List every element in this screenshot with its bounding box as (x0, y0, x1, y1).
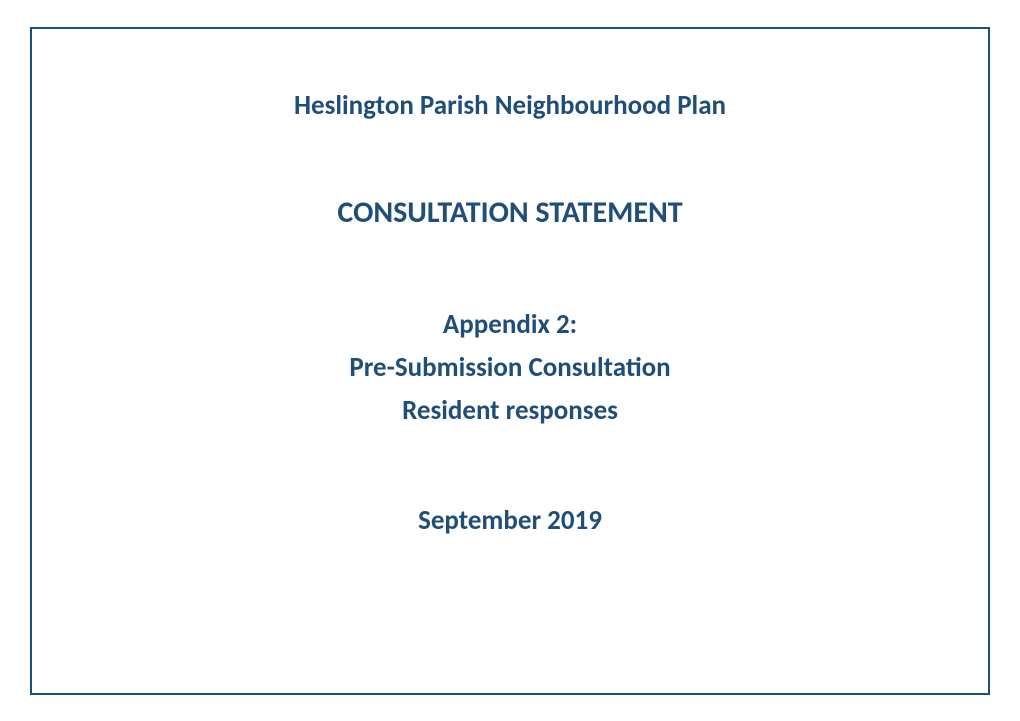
document-date: September 2019 (72, 504, 948, 537)
document-subtitle: CONSULTATION STATEMENT (72, 194, 948, 231)
appendix-block: Appendix 2: Pre-Submission Consultation … (72, 303, 948, 433)
appendix-line-2: Resident responses (72, 389, 948, 432)
appendix-line-1: Pre-Submission Consultation (72, 346, 948, 389)
document-content: Heslington Parish Neighbourhood Plan CON… (72, 89, 948, 538)
appendix-label: Appendix 2: (72, 303, 948, 346)
document-frame: Heslington Parish Neighbourhood Plan CON… (30, 27, 990, 695)
document-title: Heslington Parish Neighbourhood Plan (72, 89, 948, 122)
